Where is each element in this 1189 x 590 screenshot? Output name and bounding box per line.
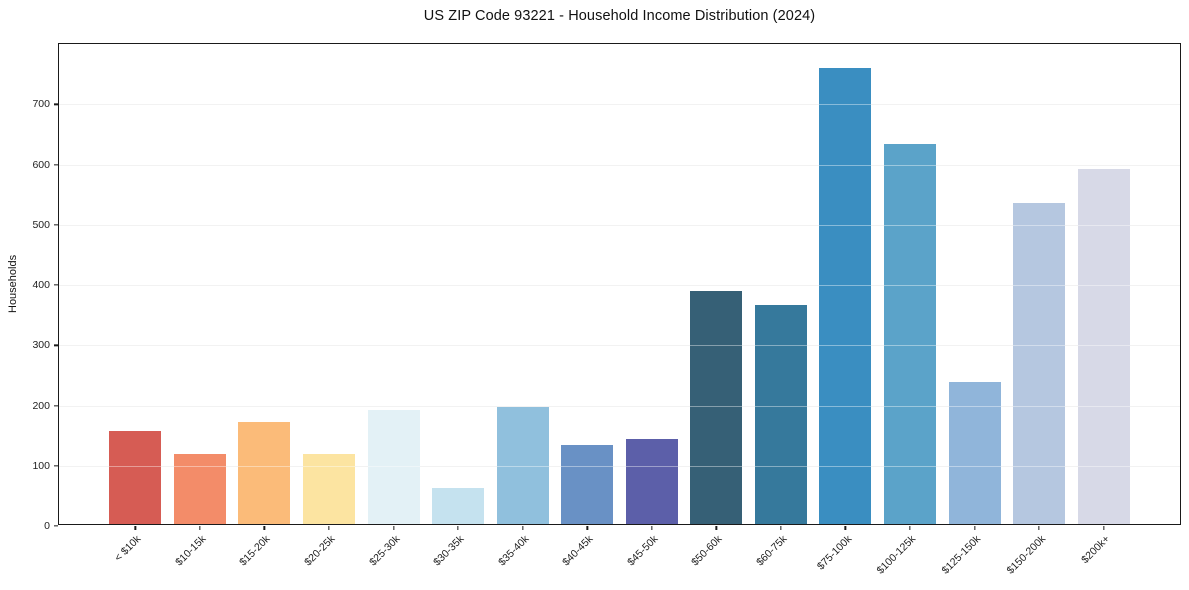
x-tick-label: $50-60k	[689, 533, 725, 569]
bar-slot: $45-50k	[620, 44, 685, 568]
y-axis-label: Households	[7, 254, 19, 314]
bar	[625, 439, 678, 524]
x-tick-mark	[586, 525, 588, 530]
y-tick-label: 600	[32, 158, 50, 171]
chart-title: US ZIP Code 93221 - Household Income Dis…	[423, 8, 816, 24]
x-tick-mark	[973, 525, 976, 530]
x-tick-mark	[457, 525, 459, 530]
x-tick-label: $15-20k	[237, 533, 273, 569]
bar	[1013, 203, 1066, 524]
gridline	[59, 104, 1180, 106]
bar	[754, 305, 807, 524]
y-tick-label: 700	[32, 98, 50, 111]
x-tick-mark	[392, 525, 395, 530]
y-tick-mark	[53, 525, 58, 527]
bar-slot: $50-60k	[684, 44, 749, 568]
gridline	[59, 465, 1180, 467]
bar-slot: $35-40k	[490, 44, 555, 568]
bar-slot: $125-150k	[940, 44, 1007, 577]
bar-slot: $20-25k	[297, 44, 362, 568]
x-tick-label: $10-15k	[173, 533, 209, 569]
y-tick-mark	[53, 284, 58, 286]
x-tick-mark	[263, 525, 266, 530]
x-tick-label: $200k+	[1079, 533, 1113, 567]
gridline	[59, 345, 1180, 347]
plot-area: < $10k $10-15k $15-20k $20-25k $25-30k $30-35…	[32, 43, 1181, 577]
y-tick-mark	[53, 163, 58, 166]
y-tick-mark	[53, 465, 58, 467]
x-tick-label: $40-45k	[560, 533, 596, 569]
x-tick-mark	[134, 525, 136, 530]
bar-slot: $100-125k	[875, 44, 943, 577]
x-tick-mark	[199, 525, 201, 530]
x-tick-mark	[1103, 525, 1105, 530]
bar	[367, 410, 420, 524]
y-tick-label: 400	[32, 279, 50, 291]
bar-slot: $30-35k	[426, 44, 491, 568]
bars-row: < $10k $10-15k $15-20k $20-25k $25-30k $30-35…	[59, 44, 1180, 577]
x-tick-label: $60-75k	[754, 533, 790, 569]
gridline	[59, 285, 1180, 286]
x-tick-mark	[651, 525, 653, 530]
y-tick-label: 500	[32, 218, 50, 231]
x-tick-mark	[715, 525, 717, 530]
y-tick-label: 100	[32, 459, 50, 472]
bar	[884, 144, 937, 524]
x-tick-label: $20-25k	[302, 533, 338, 569]
bar	[690, 291, 743, 524]
x-tick-label: $125-150k	[939, 533, 984, 577]
x-tick-mark	[909, 525, 911, 530]
gridlines-back	[59, 44, 1180, 524]
y-tick-mark	[53, 404, 58, 407]
y-tick-label: 200	[32, 399, 50, 412]
x-tick-label: $45-50k	[624, 533, 661, 569]
bar-slot: $75-100k	[813, 44, 878, 572]
x-tick-mark	[1038, 525, 1040, 530]
x-tick-mark	[328, 525, 330, 530]
y-tick-mark	[53, 103, 58, 105]
bar	[496, 407, 549, 524]
x-tick-label: $25-30k	[366, 533, 403, 569]
x-tick-label: $150-200k	[1004, 533, 1048, 577]
bar	[109, 431, 162, 524]
bar	[561, 445, 614, 524]
bar-slot: < $10k	[103, 44, 168, 564]
x-tick-label: $35-40k	[495, 533, 532, 569]
bar	[819, 68, 872, 524]
gridline	[59, 405, 1180, 407]
y-tick-label: 300	[32, 339, 50, 352]
bar	[948, 382, 1001, 524]
bar-slot: $60-75k	[749, 44, 814, 568]
x-tick-mark	[844, 525, 847, 530]
bar-slot: $15-20k	[232, 44, 297, 568]
gridline	[59, 224, 1180, 226]
bar	[432, 488, 485, 524]
bar-slot: $10-15k	[168, 44, 233, 568]
bar-slot: $40-45k	[555, 44, 620, 568]
bar	[1077, 169, 1130, 524]
y-tick-label: 0	[44, 520, 50, 532]
bar	[302, 454, 355, 524]
bar	[173, 454, 226, 524]
x-tick-label: $100-125k	[874, 533, 919, 577]
bar	[238, 422, 291, 524]
y-tick-mark	[53, 344, 58, 346]
x-tick-mark	[780, 525, 782, 530]
bar-slot: $200k+	[1071, 44, 1136, 566]
x-tick-label: $30-35k	[431, 533, 467, 569]
x-tick-label: < $10k	[112, 533, 144, 564]
bar-slot: $25-30k	[361, 44, 426, 568]
y-tick-mark	[53, 224, 58, 226]
gridline	[59, 164, 1180, 166]
x-tick-label: $75-100k	[814, 533, 854, 573]
bar-slot: $150-200k	[1004, 44, 1072, 577]
x-tick-mark	[522, 525, 524, 530]
